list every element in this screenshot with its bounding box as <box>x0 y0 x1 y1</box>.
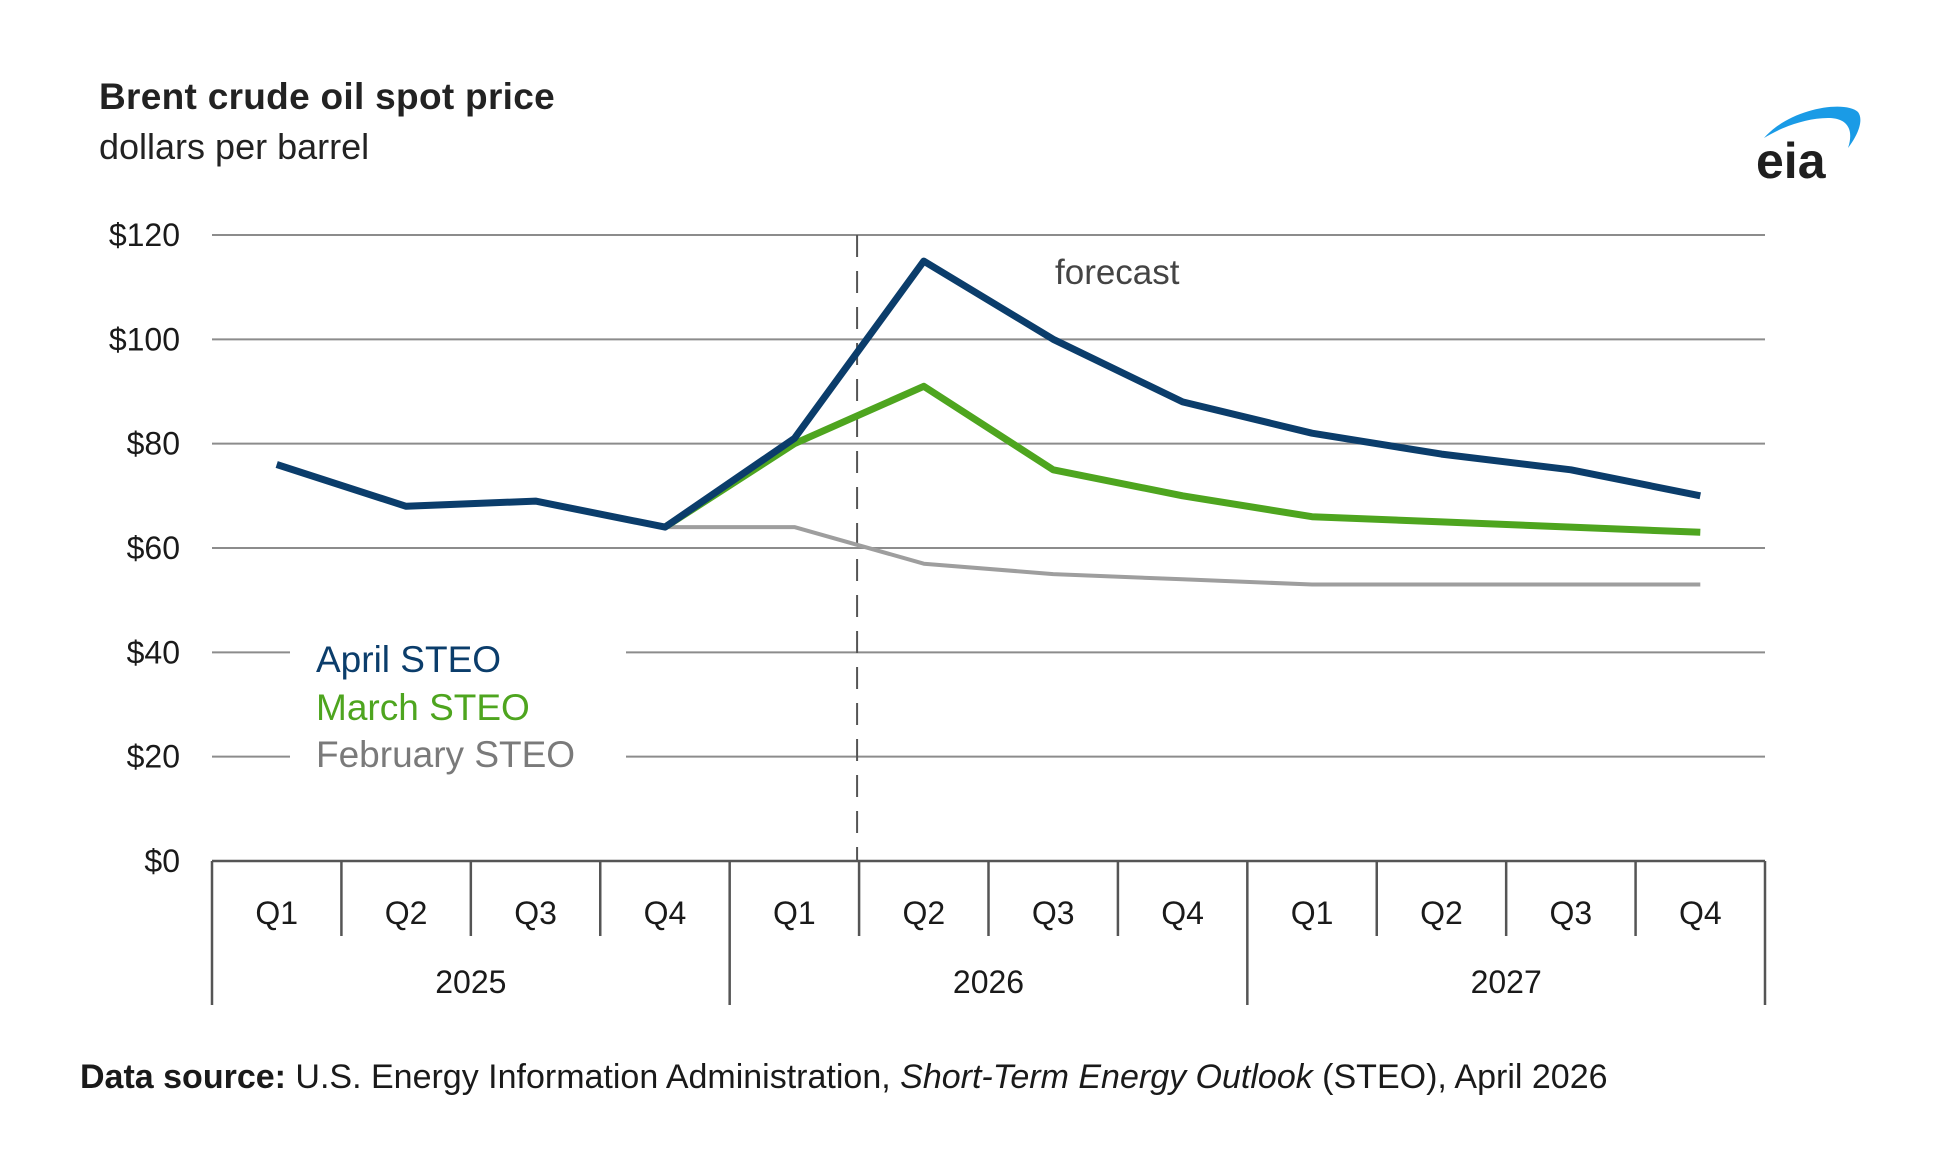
x-tick-label: Q3 <box>1032 895 1075 931</box>
chart-title: Brent crude oil spot price <box>99 76 555 117</box>
data-source: Data source: U.S. Energy Information Adm… <box>80 1058 1608 1097</box>
gridlines <box>212 234 1765 758</box>
x-tick-label: Q3 <box>1550 895 1593 931</box>
x-tick-label: Q4 <box>644 895 687 931</box>
logo-text: eia <box>1756 133 1827 185</box>
y-tick-label: $0 <box>144 843 180 879</box>
y-tick-label: $120 <box>109 217 180 253</box>
legend: April STEO March STEO February STEO <box>316 639 575 775</box>
x-tick-label: Q4 <box>1161 895 1204 931</box>
x-tick-label: Q1 <box>773 895 816 931</box>
x-tick-label: Q1 <box>1291 895 1334 931</box>
source-text-2: (STEO), April 2026 <box>1312 1058 1608 1096</box>
x-tick-label: Q2 <box>385 895 428 931</box>
x-tick-label: Q1 <box>255 895 298 931</box>
source-label: Data source: <box>80 1058 286 1096</box>
y-tick-label: $20 <box>127 739 180 775</box>
source-title: Short-Term Energy Outlook <box>900 1058 1313 1096</box>
x-year-label: 2026 <box>953 964 1024 1000</box>
forecast-label: forecast <box>1055 253 1180 292</box>
y-tick-label: $60 <box>127 530 180 566</box>
x-year-label: 2027 <box>1471 964 1542 1000</box>
legend-item: April STEO <box>316 639 501 680</box>
y-tick-label: $80 <box>127 426 180 462</box>
x-tick-label: Q3 <box>514 895 557 931</box>
x-axis: Q1 Q2 Q3 Q4 Q1 Q2 Q3 Q4 Q1 Q2 Q3 Q4 2025 2026 2027 <box>210 859 1767 1005</box>
series-lines <box>275 257 1701 587</box>
chart-subtitle: dollars per barrel <box>99 126 370 167</box>
x-tick-label: Q4 <box>1679 895 1722 931</box>
source-text-1: U.S. Energy Information Administration, <box>285 1058 901 1096</box>
logo-swoosh-icon <box>1764 106 1861 148</box>
eia-logo: eia <box>1756 106 1861 185</box>
x-tick-label: Q2 <box>1420 895 1463 931</box>
y-tick-label: $100 <box>109 321 180 357</box>
x-year-label: 2025 <box>435 964 506 1000</box>
series-line-april-steo <box>275 257 1701 531</box>
legend-item: March STEO <box>316 687 530 728</box>
y-axis-labels: $0 $20 $40 $60 $80 $100 $120 <box>109 217 180 879</box>
x-tick-label: Q2 <box>902 895 945 931</box>
y-tick-label: $40 <box>127 634 180 670</box>
series-line-february-steo <box>665 525 1701 587</box>
legend-item: February STEO <box>316 734 575 775</box>
